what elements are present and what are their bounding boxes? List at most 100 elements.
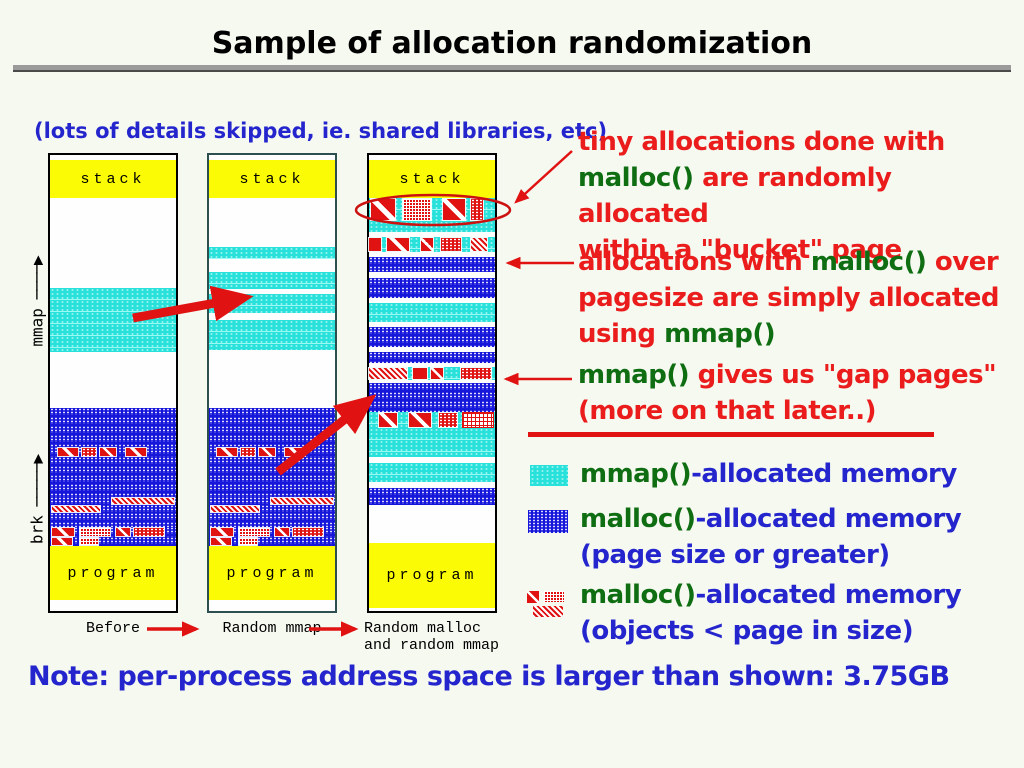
- small-allocation-object: [52, 506, 100, 512]
- small-allocation-object: [82, 448, 96, 456]
- memory-band-blue: [369, 278, 495, 298]
- small-allocation-object: [369, 238, 381, 251]
- small-allocation-object: [52, 538, 72, 545]
- caption-random-mmap: Random mmap: [222, 620, 322, 637]
- brk-axis-label: brk ─────▶: [27, 454, 47, 545]
- legend-malloc-small-memory: malloc()-allocated memory (objects < page…: [580, 580, 962, 646]
- memory-band-blue: [50, 457, 176, 497]
- small-allocation-object: [80, 538, 98, 545]
- memory-column-before: stack program: [48, 153, 178, 613]
- mmap-axis-label: mmap ────▶: [27, 256, 47, 347]
- memory-band-yellow: program: [369, 543, 495, 608]
- memory-band-cyan-obj: [369, 367, 495, 380]
- annotation-pagesize-allocations: allocations with malloc() over pagesize a…: [578, 247, 1000, 349]
- memory-band-blue-obj: [50, 505, 176, 513]
- small-allocation-object: [463, 413, 493, 427]
- memory-band-blue: [209, 457, 335, 497]
- small-allocation-object: [439, 413, 457, 427]
- memory-band-white: [50, 198, 176, 288]
- small-allocation-object: [379, 413, 397, 427]
- small-allocation-object: [471, 238, 487, 251]
- small-allocation-object: [371, 199, 395, 220]
- address-space-note: Note: per-process address space is large…: [28, 661, 950, 692]
- memory-band-blue-obj: [50, 527, 176, 537]
- memory-band-blue-obj: [50, 447, 176, 457]
- legend-mmap-memory: mmap()-allocated memory: [580, 459, 957, 489]
- caption-before: Before: [85, 620, 140, 637]
- mmap-up-arrow: ────▶: [27, 256, 47, 309]
- small-allocation-object: [52, 528, 74, 536]
- page-title: Sample of allocation randomization: [211, 26, 813, 61]
- memory-band-white: [209, 313, 335, 320]
- red-separator-line: [528, 432, 934, 437]
- small-allocation-object: [239, 538, 257, 545]
- small-allocation-object: [241, 448, 255, 456]
- small-allocation-object: [369, 368, 407, 379]
- memory-band-cyan-obj: [369, 198, 495, 221]
- small-allocation-object: [211, 538, 231, 545]
- small-allocation-object: [134, 528, 164, 536]
- memory-band-blue: [50, 513, 176, 527]
- legend-swatch-mmap: [530, 465, 568, 486]
- small-allocation-object: [275, 528, 289, 536]
- small-allocation-object: [217, 448, 237, 456]
- brk-up-arrow: ─────▶: [27, 454, 47, 516]
- memory-band-blue: [369, 257, 495, 272]
- small-allocation-object: [441, 238, 461, 251]
- small-allocation-object: [293, 528, 323, 536]
- small-allocation-object: [271, 498, 333, 504]
- memory-band-white: [209, 259, 335, 272]
- memory-band-cyan: [369, 463, 495, 482]
- memory-band-white: [209, 350, 335, 408]
- memory-band-cyan: [369, 221, 495, 232]
- small-object-swatch-grid: [544, 591, 564, 602]
- memory-band-blue-obj: [209, 447, 335, 457]
- legend-malloc-page-memory: malloc()-allocated memory (page size or g…: [580, 504, 962, 570]
- details-skipped-note: (lots of details skipped, ie. shared lib…: [34, 119, 608, 143]
- memory-band-cyan: [209, 320, 335, 350]
- memory-band-cyan: [369, 428, 495, 457]
- memory-band-yellow: stack: [209, 160, 335, 198]
- small-allocation-object: [409, 413, 431, 427]
- arrow-tiny-allocations: [514, 150, 573, 204]
- memory-band-cyan: [209, 272, 335, 289]
- small-allocation-object: [443, 199, 465, 220]
- small-allocation-object: [211, 528, 233, 536]
- small-allocation-object: [239, 528, 269, 536]
- memory-band-cyan-obj: [369, 412, 495, 428]
- memory-band-blue: [369, 488, 495, 505]
- memory-band-yellow: stack: [50, 160, 176, 198]
- small-object-swatch-checker: [533, 606, 563, 617]
- memory-band-white: [369, 505, 495, 543]
- memory-band-blue-obj: [209, 527, 335, 537]
- small-allocation-object: [461, 368, 491, 379]
- memory-band-blue-obj: [209, 497, 335, 505]
- memory-band-yellow: program: [50, 546, 176, 600]
- small-allocation-object: [259, 448, 275, 456]
- memory-column-random-malloc-mmap: stack program: [367, 153, 497, 613]
- memory-band-blue: [209, 513, 335, 527]
- memory-band-cyan: [50, 288, 176, 352]
- small-allocation-object: [100, 448, 116, 456]
- small-allocation-object: [471, 199, 483, 220]
- memory-band-yellow: program: [209, 546, 335, 600]
- annotation-gap-pages: mmap() gives us "gap pages" (more on that…: [578, 360, 997, 426]
- memory-band-cyan: [209, 294, 335, 313]
- small-allocation-object: [211, 506, 259, 512]
- small-allocation-object: [421, 238, 433, 251]
- memory-band-cyan: [369, 303, 495, 322]
- memory-band-yellow: stack: [369, 160, 495, 198]
- small-object-swatch-slash: [527, 591, 539, 603]
- caption-random-malloc-mmap: Random malloc and random mmap: [364, 620, 500, 654]
- memory-band-blue-obj: [209, 505, 335, 513]
- small-allocation-object: [431, 368, 443, 379]
- small-allocation-object: [116, 528, 130, 536]
- small-allocation-object: [387, 238, 409, 251]
- memory-band-white: [50, 352, 176, 408]
- legend-swatch-malloc-page: [528, 510, 568, 533]
- small-allocation-object: [403, 199, 431, 220]
- title-rule: [13, 65, 1011, 72]
- memory-band-blue: [50, 408, 176, 447]
- memory-band-white: [209, 600, 335, 611]
